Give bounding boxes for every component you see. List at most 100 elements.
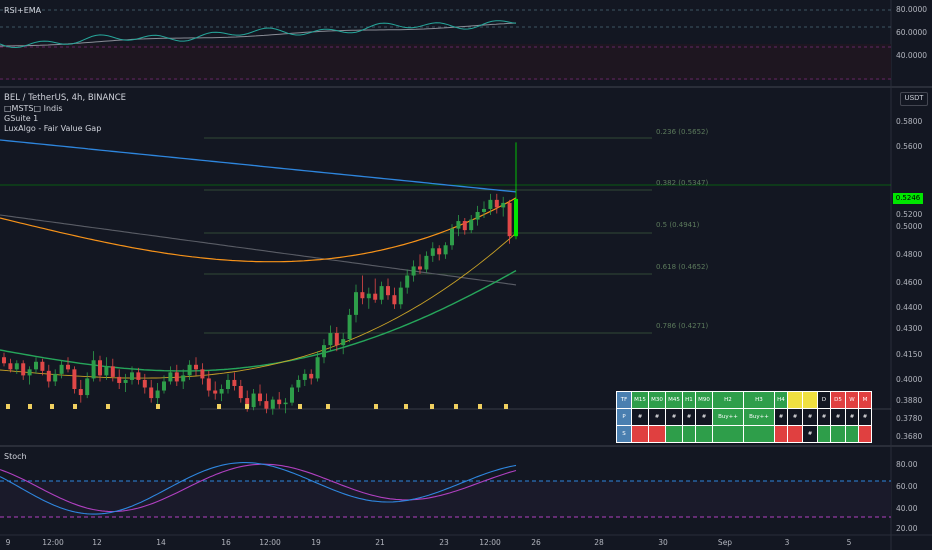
signal-marker [245,404,249,409]
time-axis-label: 28 [594,538,604,547]
price-axis-label: 0.3880 [896,396,923,405]
mtf-cell [802,391,818,409]
mtf-cell: W [845,391,859,409]
candle-body [501,202,506,208]
time-axis-label: Sep [717,538,733,547]
mtf-cell [774,425,788,443]
candle-body [226,379,230,390]
candle-body [424,255,429,270]
candle-body [168,372,173,382]
candle-body [379,286,384,300]
mtf-cell: # [787,408,803,426]
candle-body [162,381,166,391]
fib-label: 0.618 (0.4652) [656,263,709,271]
candle-body [354,292,358,315]
symbol-title[interactable]: BEL / TetherUS, 4h, BINANCE [4,93,127,103]
time-axis-label: 12:00 [42,538,64,547]
mtf-cell: # [858,408,872,426]
candle-body [315,357,320,379]
stoch-band [0,481,891,517]
candle-body [34,361,38,370]
mtf-cell: M15 [631,391,649,409]
candle-body [302,373,307,380]
mtf-cell: M30 [648,391,666,409]
stoch-y-label: 80.00 [896,460,918,469]
mtf-cell: # [648,408,666,426]
mtf-cell [845,425,859,443]
candle-body [194,364,198,370]
rsi-band [0,44,891,80]
ma-blue-line [0,139,517,193]
mtf-cell: TF [616,391,632,409]
candle-body [283,402,288,405]
mtf-cell: D5 [830,391,846,409]
candle-body [392,295,397,305]
candle-body [309,373,314,379]
signal-marker [504,404,508,409]
price-axis-label: 0.4300 [896,324,923,333]
mtf-cell: Buy++ [712,408,744,426]
time-axis-label: 26 [531,538,541,547]
mtf-cell [743,425,775,443]
candle-body [27,369,32,376]
signal-marker [478,404,482,409]
mtf-cell: # [830,408,846,426]
candle-body [443,245,448,255]
candle-body [245,398,250,408]
candle-body [72,369,77,390]
time-axis-label: 3 [784,538,790,547]
signal-marker [298,404,302,409]
candle-body [334,333,339,346]
price-axis-label: 0.4400 [896,303,923,312]
candle-body [21,363,26,376]
mtf-cell: H1 [682,391,696,409]
indicator-legend[interactable]: LuxAlgo - Fair Value Gap [4,124,102,133]
candle-body [430,248,435,256]
candle-body [59,364,64,374]
candle-body [136,372,141,380]
price-axis-label: 0.3680 [896,432,923,441]
candle-body [142,379,147,388]
mtf-cell [695,425,713,443]
ma-gray-line [0,214,517,286]
stoch-k-line [0,462,517,515]
candle-body [117,376,122,383]
currency-selector[interactable]: USDT [900,92,928,106]
signal-marker [156,404,160,409]
mtf-signal-table: TF M15 M30 M45 H1 M90 H2 H3 H4 D D5 W M P # # # # # Buy++ B… [616,391,872,443]
ma-orange-line [0,197,517,263]
mtf-cell: # [845,408,859,426]
indicator-legend[interactable]: □MSTS□ Indis [4,104,63,113]
candle-body [174,372,179,382]
mtf-cell: # [665,408,683,426]
mtf-cell: # [802,425,818,443]
candle-body [488,199,493,209]
rsi-y-label: 80.0000 [896,5,928,14]
candle-body [213,390,218,394]
candle-body [469,219,474,231]
candle-body [296,379,301,388]
mtf-cell: M90 [695,391,713,409]
fib-label: 0.236 (0.5652) [656,128,709,136]
candle-body [411,266,416,276]
mtf-cell [830,425,846,443]
mtf-cell: P [616,408,632,426]
indicator-legend[interactable]: GSuite 1 [4,114,39,123]
rsi-pane-title: RSI+EMA [4,6,42,15]
mtf-cell: M [858,391,872,409]
last-price-tag: 0.5246 [893,193,923,204]
price-axis-label: 0.5000 [896,222,923,231]
fib-label: 0.5 (0.4941) [656,221,700,229]
mtf-cell: M45 [665,391,683,409]
candle-body [398,287,403,305]
candle-body [366,293,371,299]
candle-body [155,390,160,399]
candle-body [200,369,205,379]
candle-body [123,379,128,383]
candle-body [270,399,275,409]
candle-body [149,387,154,399]
time-axis-label: 12:00 [259,538,281,547]
ma-green-line [0,269,517,372]
mtf-cell: # [682,408,696,426]
